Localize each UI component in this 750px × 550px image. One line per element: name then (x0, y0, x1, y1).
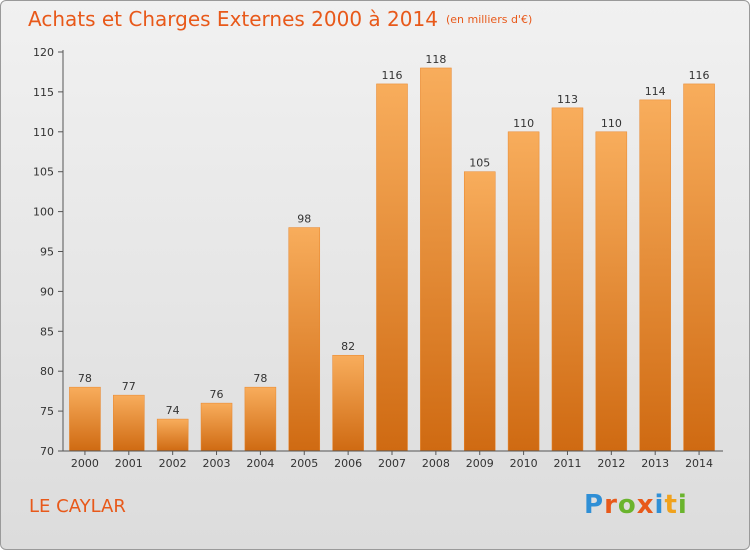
logo-letter: o (617, 490, 637, 520)
x-tick-label-2010: 2010 (510, 457, 538, 470)
chart-title-text: Achats et Charges Externes 2000 à 2014 (28, 7, 438, 31)
bar-2000 (69, 386, 101, 452)
data-label-2003: 76 (210, 388, 224, 401)
bar-2014 (683, 83, 715, 452)
y-tick-label: 105 (33, 166, 54, 179)
x-tick-label-2009: 2009 (466, 457, 494, 470)
y-tick-label: 90 (40, 285, 54, 298)
y-axis: 70 75 80 85 90 95 100 105 110 115 120 (33, 46, 64, 458)
bar-2003 (200, 402, 233, 452)
bar-2004 (244, 386, 277, 452)
y-tick-label: 80 (40, 365, 54, 378)
x-tick-label-2005: 2005 (290, 457, 318, 470)
y-tick-label: 120 (33, 46, 54, 59)
x-tick-label-2013: 2013 (641, 457, 669, 470)
y-tick-label: 75 (40, 405, 54, 418)
y-tick-label: 115 (33, 86, 54, 99)
bar-2002 (156, 418, 189, 452)
x-tick-label-2014: 2014 (685, 457, 713, 470)
x-tick-label-2006: 2006 (334, 457, 362, 470)
logo-letter: i (654, 490, 665, 520)
chart-title: Achats et Charges Externes 2000 à 2014 (e… (28, 7, 532, 31)
data-label-2011: 113 (557, 93, 578, 106)
data-label-2005: 98 (297, 213, 311, 226)
data-label-2004: 78 (253, 372, 267, 385)
x-axis: 2000 2001 2002 2003 2004 2005 2006 2007 2008 2009… (63, 450, 723, 470)
bar-2005 (288, 227, 321, 452)
x-tick-label-2007: 2007 (378, 457, 406, 470)
proxiti-logo: Proxiti (584, 490, 688, 520)
data-label-2013: 114 (645, 85, 666, 98)
x-tick-label-2004: 2004 (246, 457, 274, 470)
y-tick-label: 85 (40, 325, 54, 338)
y-tick-label: 95 (40, 246, 54, 259)
data-label-2010: 110 (513, 117, 534, 130)
x-tick-label-2008: 2008 (422, 457, 450, 470)
x-tick-label-2011: 2011 (553, 457, 581, 470)
x-tick-label-2003: 2003 (203, 457, 231, 470)
data-label-2006: 82 (341, 340, 355, 353)
data-label-2001: 77 (122, 380, 136, 393)
logo-letter: t (664, 490, 678, 520)
bar-2001 (113, 394, 145, 452)
bar-2012 (595, 131, 628, 452)
data-labels: 78 77 74 76 78 98 82 116 118 105 110 113 110 114 116 (78, 53, 710, 417)
x-tick-label-2001: 2001 (115, 457, 143, 470)
y-tick-label: 110 (33, 126, 54, 139)
bar-2009 (463, 171, 496, 452)
x-tick-label-2000: 2000 (71, 457, 99, 470)
location-label: LE CAYLAR (29, 496, 126, 517)
data-label-2008: 118 (425, 53, 446, 66)
data-label-2009: 105 (469, 157, 490, 170)
bar-2008 (420, 67, 452, 452)
logo-letter: x (636, 490, 655, 520)
x-tick-label-2012: 2012 (597, 457, 625, 470)
y-tick-label: 100 (33, 206, 54, 219)
unit-note: (en milliers d'€) (445, 13, 533, 26)
data-label-2000: 78 (78, 372, 92, 385)
y-tick-label: 70 (40, 445, 54, 458)
data-label-2007: 116 (382, 69, 403, 82)
logo-letter: r (604, 490, 618, 520)
bars (69, 67, 715, 452)
logo-letter: P (584, 490, 605, 520)
bar-2007 (376, 83, 408, 452)
bar-2010 (507, 131, 540, 452)
data-label-2014: 116 (689, 69, 710, 82)
x-tick-label-2002: 2002 (159, 457, 187, 470)
bar-2011 (551, 107, 584, 452)
bar-2006 (332, 354, 364, 452)
bar-2013 (639, 99, 671, 452)
logo-letter: i (677, 490, 688, 520)
data-label-2012: 110 (601, 117, 622, 130)
data-label-2002: 74 (166, 404, 180, 417)
